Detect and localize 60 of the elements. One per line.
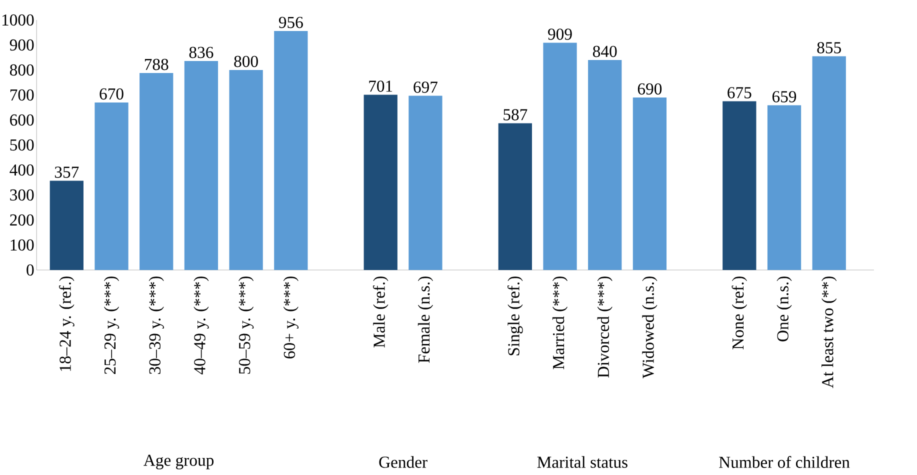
y-tick-label: 600: [10, 114, 34, 126]
text: Gender: [379, 456, 428, 468]
x-tick-label: 60+ y. (***): [283, 276, 298, 358]
x-tick-label: Male (ref.): [372, 276, 388, 348]
bar: [722, 101, 756, 270]
y-tick-label: 0: [26, 264, 34, 276]
bar: [94, 102, 128, 270]
data-label: 701: [369, 80, 392, 92]
data-label: 675: [728, 87, 752, 98]
y-tick-label: 100: [10, 239, 34, 251]
bar: [543, 42, 577, 270]
bar: [50, 180, 84, 270]
bar: [364, 94, 398, 270]
y-tick-label: 800: [10, 64, 34, 76]
y-tick-label: 300: [10, 189, 34, 201]
data-label: 956: [278, 16, 303, 28]
x-tick-label: 50–59 y. (***): [238, 276, 254, 374]
bar: [812, 56, 846, 270]
bar: [274, 30, 308, 270]
y-tick-label: 500: [10, 139, 34, 151]
bar: [229, 70, 263, 270]
bar: [632, 98, 667, 270]
x-tick-label: At least two (**): [822, 276, 837, 388]
data-label: 788: [144, 58, 168, 70]
bar: [498, 123, 532, 270]
data-label: 840: [592, 46, 617, 58]
x-tick-label: Single (ref.): [508, 276, 523, 356]
x-tick-label: 18–24 y. (ref.): [59, 276, 74, 371]
x-tick-label: 40–49 y. (***): [194, 276, 209, 374]
text: Marital status: [537, 456, 628, 468]
y-tick-label: 1000: [2, 14, 34, 26]
x-tick-label: Divorced (***): [597, 276, 612, 378]
bar: [408, 96, 442, 270]
x-tick-label: Married (***): [552, 276, 568, 370]
x-tick-label: Widowed (n.s.): [642, 276, 658, 378]
text: Number of children: [719, 456, 850, 468]
x-tick-label: 30–39 y. (***): [148, 276, 164, 374]
x-tick-label: Female (n.s.): [418, 276, 434, 363]
y-tick-label: 900: [10, 39, 34, 51]
data-label: 855: [817, 42, 841, 54]
y-tick-label: 700: [10, 89, 34, 101]
x-tick-label: None (ref.): [732, 276, 748, 350]
data-label: 670: [100, 88, 124, 100]
data-label: 587: [504, 109, 528, 120]
data-label: 357: [54, 166, 79, 178]
x-tick-label: 25–29 y. (***): [104, 276, 120, 374]
data-label: 690: [638, 83, 662, 95]
data-label: 836: [189, 46, 214, 58]
y-tick-label: 200: [10, 214, 34, 226]
bar: [140, 72, 174, 270]
text: Age group: [144, 454, 214, 470]
bar: [588, 60, 622, 270]
data-label: 800: [234, 56, 258, 68]
x-tick-label: One (n.s.): [776, 276, 792, 342]
data-label: 909: [548, 28, 572, 40]
bar: [767, 105, 802, 270]
data-label: 659: [772, 91, 796, 102]
y-tick-label: 400: [10, 164, 34, 176]
bar: [184, 61, 218, 270]
data-label: 697: [414, 82, 438, 93]
